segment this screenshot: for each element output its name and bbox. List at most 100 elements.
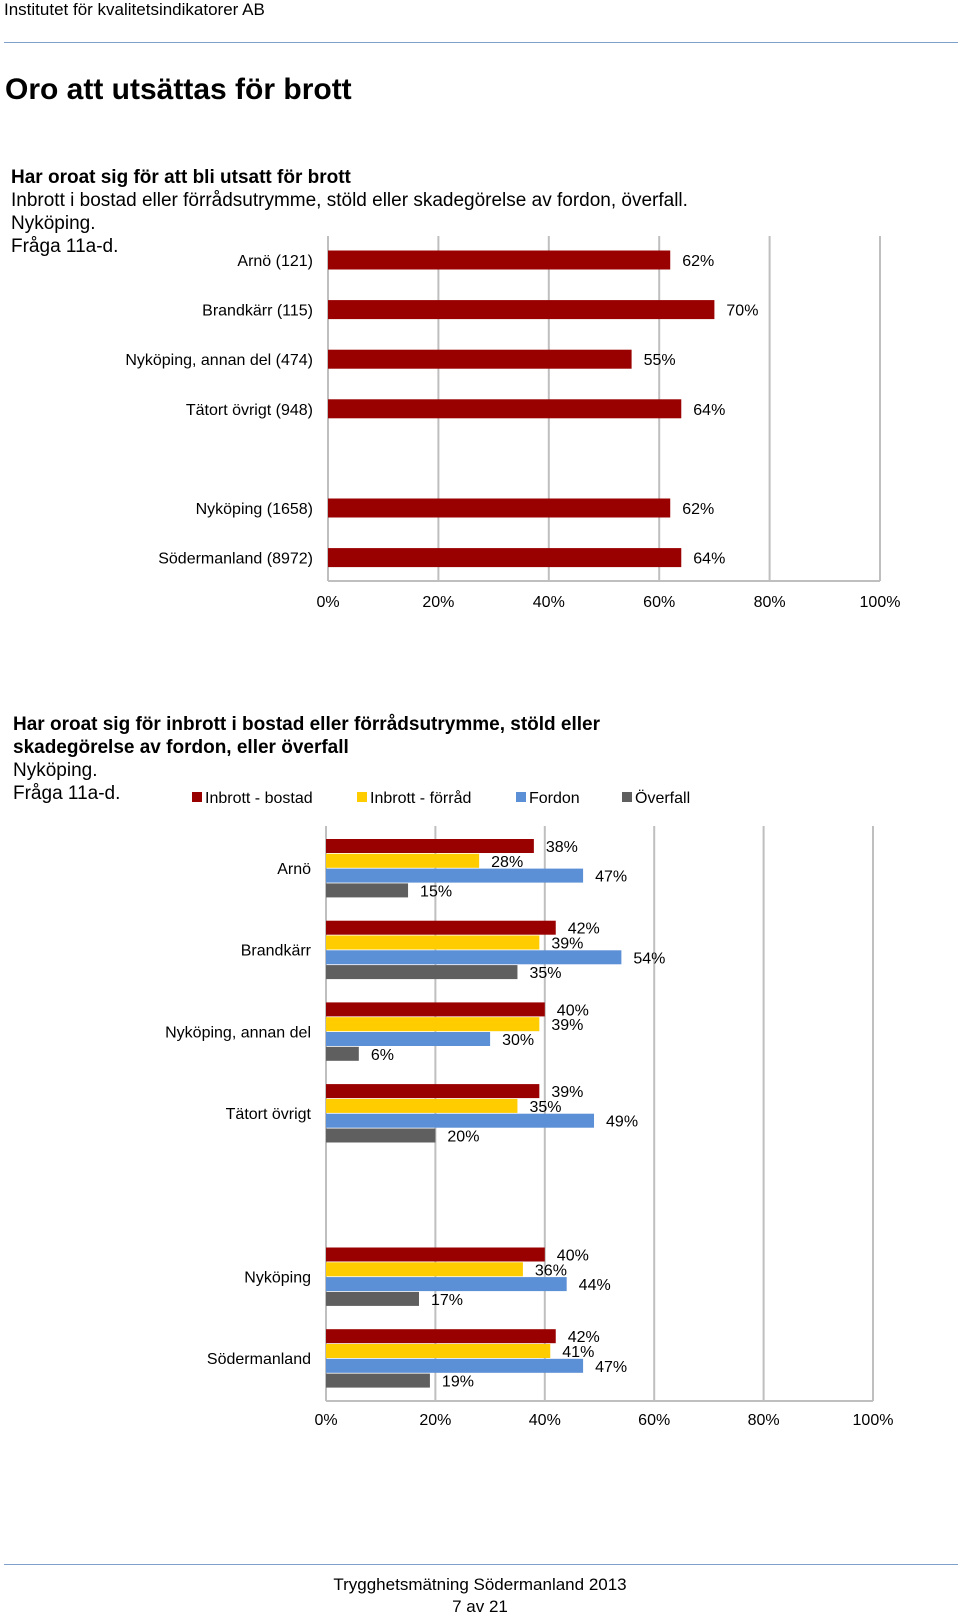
chart2-bar xyxy=(326,1098,518,1113)
chart2-data-label: 42% xyxy=(568,1329,600,1346)
chart2-legend-swatch xyxy=(622,792,632,802)
chart1-data-label: 62% xyxy=(682,501,714,518)
chart2-title-line2: skadegörelse av fordon, eller överfall xyxy=(13,737,349,758)
chart1-x-tick-label: 40% xyxy=(533,594,565,611)
chart2-grouped-bar-chart: Inbrott - bostad Inbrott - förråd Fordon Öv… xyxy=(165,789,894,1429)
chart2-data-label: 54% xyxy=(633,950,665,967)
chart2-bar xyxy=(326,839,534,853)
page-number: 7 av 21 xyxy=(452,1597,508,1616)
chart2-title-line1: Har oroat sig för inbrott i bostad eller… xyxy=(13,714,600,735)
chart2-data-label: 40% xyxy=(557,1002,589,1019)
chart2-bar xyxy=(326,965,518,980)
header-organization: Institutet för kvalitetsindikatorer AB xyxy=(4,0,265,19)
chart2-data-label: 15% xyxy=(420,883,452,900)
chart1-area: Nyköping. xyxy=(11,213,96,234)
chart2-data-label: 42% xyxy=(568,921,600,938)
chart1-category-label: Brandkärr (115) xyxy=(202,303,313,320)
chart2-legend-label: Överfall xyxy=(635,789,690,807)
chart2-data-label: 35% xyxy=(529,965,561,982)
chart1-category-label: Tätort övrigt (948) xyxy=(186,402,313,419)
chart2-bar xyxy=(326,1046,359,1061)
chart1-subtitle: Inbrott i bostad eller förrådsutrymme, s… xyxy=(11,190,688,211)
chart1-title: Har oroat sig för att bli utsatt för bro… xyxy=(11,167,351,188)
chart1-bar xyxy=(328,548,682,568)
chart2-data-label: 20% xyxy=(447,1129,479,1146)
chart2-bar xyxy=(326,1113,595,1128)
footer-title: Trygghetsmätning Södermanland 2013 xyxy=(333,1575,627,1594)
chart1-bar xyxy=(328,498,671,518)
chart1-x-tick-label: 100% xyxy=(860,594,901,611)
chart2-data-label: 35% xyxy=(529,1099,561,1116)
chart1-category-label: Nyköping, annan del (474) xyxy=(125,352,313,369)
chart2-bar xyxy=(326,1262,523,1277)
chart2-bar xyxy=(326,1128,436,1143)
chart1-x-tick-label: 80% xyxy=(754,594,786,611)
chart2-legend-swatch xyxy=(357,792,367,802)
chart1-data-label: 55% xyxy=(644,352,676,369)
header-divider xyxy=(4,42,958,43)
chart2-bar xyxy=(326,883,409,898)
chart2-legend-swatch xyxy=(192,792,202,802)
chart2-data-label: 36% xyxy=(535,1262,567,1279)
chart2-data-label: 41% xyxy=(562,1344,594,1361)
chart2-x-tick-label: 40% xyxy=(529,1412,561,1429)
chart1-data-label: 64% xyxy=(693,551,725,568)
chart2-bar xyxy=(326,1032,491,1046)
chart1-category-label: Arnö (121) xyxy=(237,253,313,270)
chart2-category-label: Tätort övrigt xyxy=(226,1106,312,1123)
chart1-data-label: 64% xyxy=(693,402,725,419)
chart1-bar xyxy=(328,300,715,320)
chart2-data-label: 47% xyxy=(595,1359,627,1376)
chart2-x-tick-label: 0% xyxy=(314,1412,337,1429)
chart2-data-label: 6% xyxy=(371,1047,394,1064)
chart2-bar xyxy=(326,1247,545,1262)
chart2-bar xyxy=(326,1291,419,1306)
chart2-data-label: 30% xyxy=(502,1032,534,1049)
chart1-x-tick-label: 20% xyxy=(422,594,454,611)
chart2-x-tick-label: 20% xyxy=(419,1412,451,1429)
chart1-bar xyxy=(328,399,682,419)
chart2-category-label: Brandkärr xyxy=(241,943,312,960)
chart2-category-label: Södermanland xyxy=(207,1351,311,1368)
chart2-bar xyxy=(326,1277,567,1292)
chart2-bar xyxy=(326,935,540,950)
chart1-category-label: Södermanland (8972) xyxy=(158,551,313,568)
chart2-question: Fråga 11a-d. xyxy=(13,783,121,804)
chart2-bar xyxy=(326,1002,545,1017)
chart2-legend-label: Inbrott - förråd xyxy=(370,789,471,807)
chart1-data-label: 70% xyxy=(726,303,758,320)
chart2-category-label: Nyköping, annan del xyxy=(165,1024,311,1041)
chart2-bar xyxy=(326,1329,556,1344)
chart2-data-label: 39% xyxy=(551,1084,583,1101)
chart2-bar xyxy=(326,1084,540,1099)
chart2-category-label: Arnö xyxy=(277,861,311,878)
chart2-data-label: 40% xyxy=(557,1248,589,1265)
footer-divider xyxy=(4,1564,958,1565)
chart2-bar xyxy=(326,1017,540,1032)
chart2-data-label: 38% xyxy=(546,839,578,856)
chart2-bar xyxy=(326,950,622,965)
page-title: Oro att utsättas för brott xyxy=(5,73,352,106)
chart1-bar xyxy=(328,250,671,270)
chart1-x-tick-label: 0% xyxy=(316,594,339,611)
chart2-bar xyxy=(326,1358,584,1373)
chart2-data-label: 49% xyxy=(606,1114,638,1131)
chart2-x-tick-label: 80% xyxy=(748,1412,780,1429)
chart1-question: Fråga 11a-d. xyxy=(11,236,119,257)
chart2-bar xyxy=(326,853,480,868)
chart2-bar xyxy=(326,868,584,883)
chart1-category-label: Nyköping (1658) xyxy=(196,501,313,518)
chart1-data-label: 62% xyxy=(682,253,714,270)
chart1-bar-chart: 0% 20% 40% 60% 80% 100% Arnö (121) 62% Brandkärr… xyxy=(125,236,901,611)
chart2-x-tick-label: 60% xyxy=(638,1412,670,1429)
chart2-data-label: 39% xyxy=(551,1017,583,1034)
chart2-x-tick-label: 100% xyxy=(853,1412,894,1429)
chart1-x-tick-label: 60% xyxy=(643,594,675,611)
chart2-legend-swatch xyxy=(516,792,526,802)
chart2-data-label: 44% xyxy=(579,1277,611,1294)
chart2-area: Nyköping. xyxy=(13,760,98,781)
chart2-bar xyxy=(326,1344,551,1358)
chart2-heading: Har oroat sig för inbrott i bostad eller… xyxy=(13,713,600,805)
chart2-data-label: 19% xyxy=(442,1374,474,1391)
chart2-data-label: 17% xyxy=(431,1292,463,1309)
